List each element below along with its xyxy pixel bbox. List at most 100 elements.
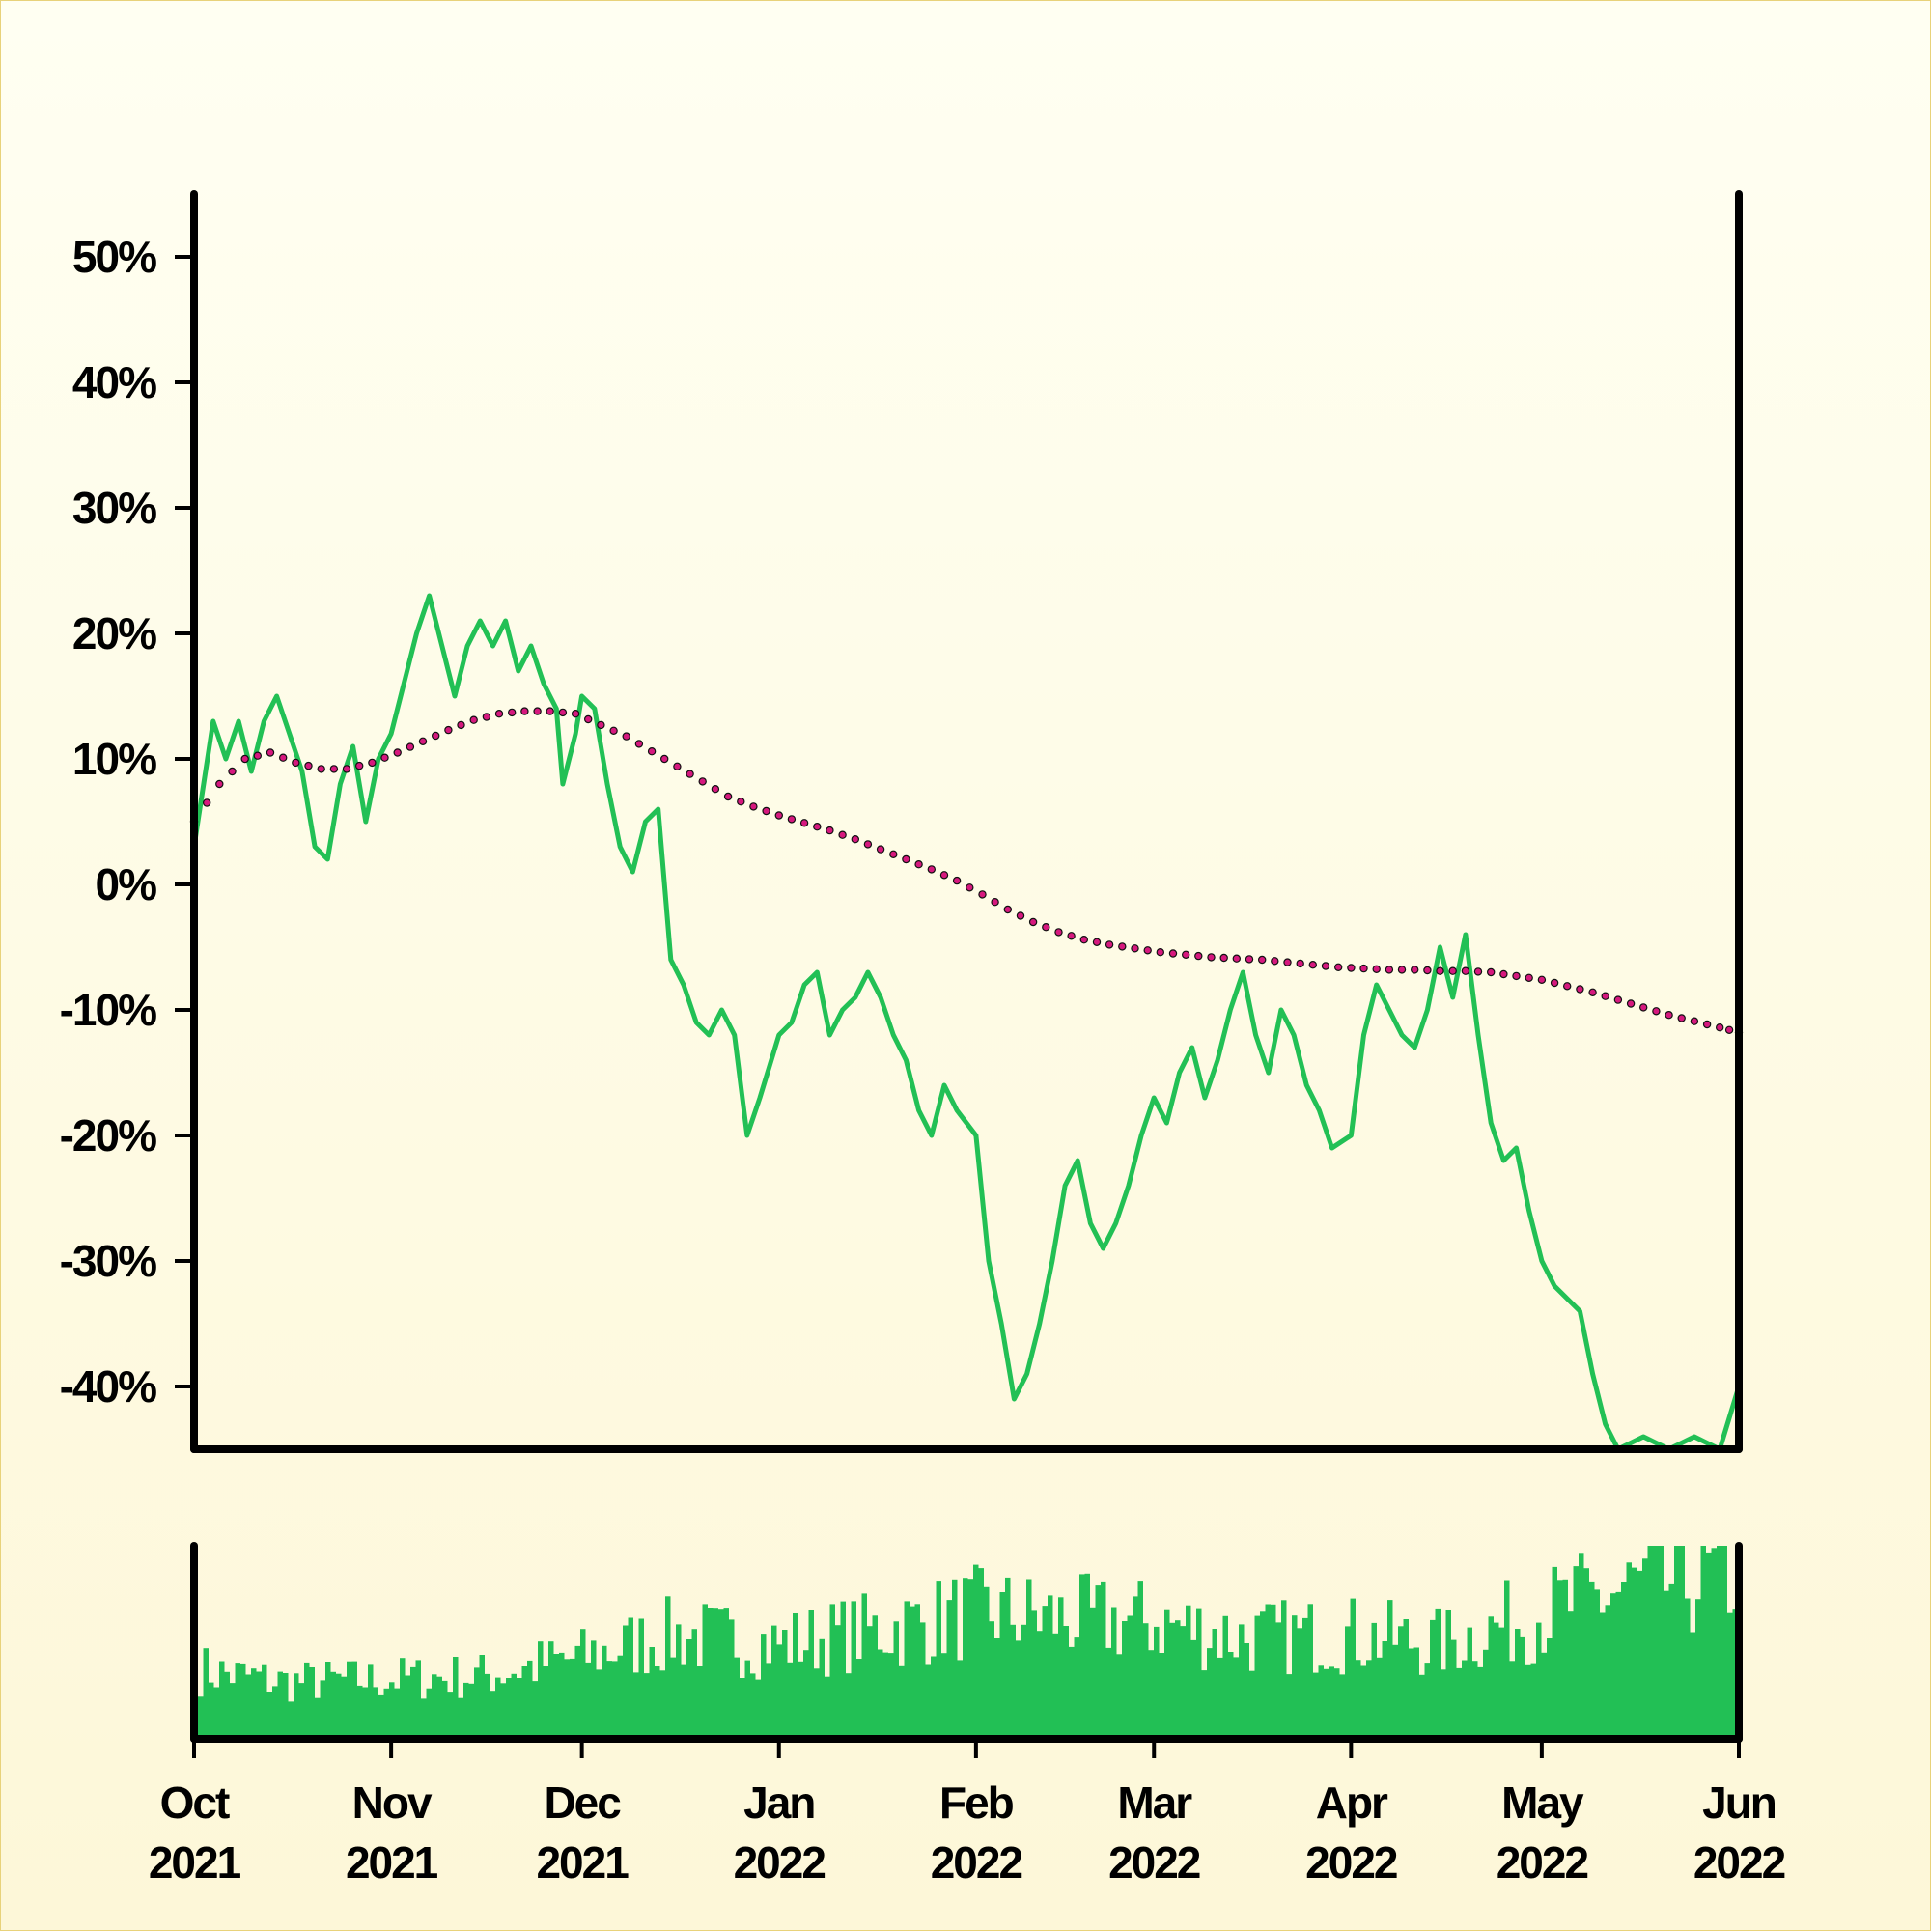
moving-average-dot: [520, 707, 529, 715]
x-tick-label: Mar: [1117, 1778, 1192, 1828]
volume-bar: [1249, 1670, 1255, 1739]
volume-bar: [899, 1665, 905, 1739]
volume-bar: [697, 1666, 703, 1739]
moving-average-dot: [1638, 1003, 1648, 1012]
volume-bar: [256, 1671, 262, 1739]
volume-bar: [585, 1662, 591, 1739]
moving-average-dot: [1003, 905, 1013, 914]
volume-bar: [1334, 1668, 1340, 1739]
volume-bar: [1016, 1640, 1021, 1739]
volume-bar: [1451, 1639, 1457, 1739]
moving-average-dot: [1207, 953, 1216, 962]
moving-average-dot: [1321, 962, 1330, 970]
moving-average-dot: [202, 798, 211, 807]
volume-bar: [591, 1640, 597, 1739]
moving-average-dot: [1473, 967, 1483, 976]
volume-bar: [362, 1687, 368, 1739]
moving-average-dot: [1613, 995, 1623, 1004]
volume-bar: [1356, 1660, 1361, 1739]
volume-bar: [617, 1655, 623, 1739]
volume-bar: [1530, 1663, 1536, 1739]
moving-average-dot: [329, 765, 339, 773]
volume-bar: [936, 1581, 941, 1739]
volume-bar: [1345, 1626, 1351, 1739]
volume-bar: [1207, 1648, 1213, 1739]
volume-bar: [1190, 1639, 1196, 1739]
volume-bar: [1196, 1608, 1202, 1739]
volume-bar: [766, 1663, 771, 1739]
volume-bar: [347, 1661, 352, 1739]
moving-average-dot: [1118, 942, 1127, 951]
volume-bars: [198, 1546, 1738, 1739]
volume-bar: [1594, 1589, 1600, 1739]
volume-bar: [910, 1606, 915, 1739]
volume-bar: [835, 1625, 841, 1739]
volume-bar: [808, 1610, 814, 1739]
moving-average-dot: [813, 823, 822, 831]
volume-bar: [1302, 1617, 1308, 1739]
moving-average-dot: [1194, 951, 1203, 961]
moving-average-dot: [749, 802, 758, 811]
volume-bar: [1488, 1616, 1494, 1739]
volume-bar: [1222, 1615, 1228, 1739]
volume-bar: [925, 1664, 931, 1739]
moving-average-dot: [418, 737, 428, 746]
volume-bar: [1318, 1665, 1324, 1739]
volume-bar: [394, 1688, 400, 1739]
volume-bar: [1031, 1610, 1037, 1739]
volume-bar: [973, 1564, 979, 1739]
volume-bar: [1647, 1546, 1653, 1739]
moving-average-dot: [1576, 985, 1584, 994]
volume-bar: [941, 1653, 947, 1739]
volume-bar: [633, 1672, 639, 1739]
moving-average-dot: [1283, 958, 1292, 966]
volume-bar: [341, 1676, 347, 1739]
moving-average-dot: [1308, 961, 1318, 969]
volume-bar: [1058, 1597, 1064, 1739]
volume-bar: [1143, 1623, 1149, 1739]
volume-bar: [219, 1661, 225, 1739]
volume-bar: [729, 1619, 735, 1739]
moving-average-dot: [1092, 938, 1102, 947]
x-tick-label: Nov: [352, 1778, 433, 1828]
moving-average-dot: [927, 865, 937, 874]
moving-average-dot: [584, 714, 593, 724]
volume-bar: [1536, 1622, 1542, 1739]
moving-average-dot: [1245, 955, 1254, 964]
volume-bar: [1711, 1548, 1717, 1739]
volume-bar: [829, 1604, 835, 1739]
volume-bar: [1685, 1598, 1691, 1739]
moving-average-dot: [292, 758, 300, 768]
volume-bar: [1228, 1652, 1234, 1739]
moving-average-dot: [355, 761, 364, 770]
moving-average-dot: [304, 761, 313, 770]
volume-bar: [1382, 1641, 1387, 1739]
volume-bar: [506, 1678, 512, 1739]
volume-bar: [1233, 1657, 1239, 1739]
moving-average-dot: [546, 707, 554, 715]
volume-bar: [209, 1682, 214, 1739]
volume-bar: [1717, 1546, 1722, 1739]
y-tick-label: 10%: [72, 734, 156, 784]
moving-average-dot: [1131, 944, 1139, 953]
volume-bar: [1037, 1631, 1043, 1739]
moving-average-dot: [1372, 965, 1381, 974]
moving-average-dot: [762, 806, 770, 816]
volume-bar: [776, 1644, 782, 1739]
moving-average-dot: [1690, 1017, 1699, 1025]
moving-average-dot: [1601, 992, 1609, 1000]
volume-bar: [1568, 1611, 1574, 1739]
volume-bar: [272, 1686, 278, 1739]
volume-bar: [1329, 1666, 1334, 1739]
volume-bar: [1632, 1567, 1637, 1739]
moving-average-dot: [711, 785, 720, 794]
volume-bar: [1626, 1562, 1632, 1739]
y-tick-label: 30%: [72, 483, 156, 533]
moving-average-dot: [838, 830, 847, 839]
moving-average-dot: [723, 792, 733, 801]
volume-bar: [485, 1673, 490, 1739]
moving-average-dot: [393, 748, 402, 757]
moving-average-dot: [1626, 999, 1636, 1008]
volume-bar: [538, 1641, 544, 1739]
volume-bar: [1589, 1581, 1595, 1739]
